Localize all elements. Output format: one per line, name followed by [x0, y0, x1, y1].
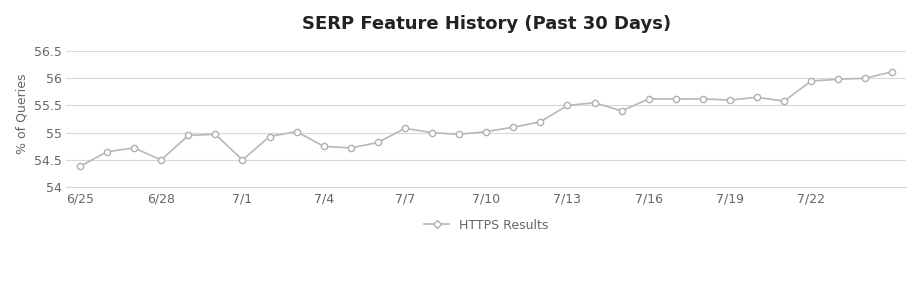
Title: SERP Feature History (Past 30 Days): SERP Feature History (Past 30 Days) — [302, 15, 670, 33]
Y-axis label: % of Queries: % of Queries — [15, 73, 28, 154]
Legend: HTTPS Results: HTTPS Results — [419, 214, 554, 237]
